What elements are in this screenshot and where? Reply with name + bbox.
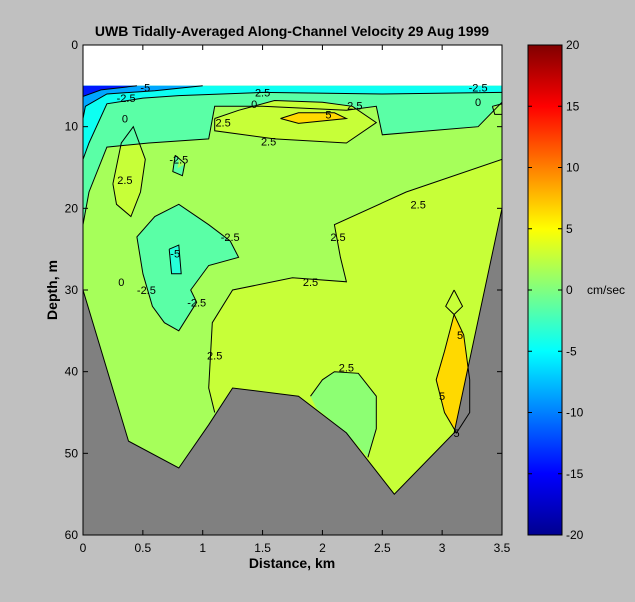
colorbar-tick-label: 20: [566, 38, 580, 52]
contour-line: [83, 85, 203, 119]
contour-region: [83, 85, 502, 225]
contour-label: 2.5: [117, 175, 132, 187]
contour-label: -5: [140, 83, 150, 95]
colorbar-tick-label: -5: [566, 344, 577, 358]
colorbar: 20 15 10 5 0 -5 -10 -15 -20: [527, 38, 584, 542]
contour-line: [310, 371, 377, 458]
contour-label: -2.5: [137, 285, 156, 297]
contour-region: [208, 159, 502, 495]
y-axis-label: Depth, m: [44, 260, 60, 320]
x-axis: 0 0.5 1 1.5 2 2.5 3 3.5: [80, 45, 511, 555]
contour-line: [112, 125, 146, 218]
y-tick-label: 30: [65, 283, 79, 297]
contour-line: [280, 112, 349, 124]
contour-line: [83, 85, 137, 97]
contour-region: [136, 204, 239, 331]
y-tick-label: 50: [65, 446, 79, 460]
contour-label: 5: [325, 109, 331, 121]
x-tick-label: 2: [319, 541, 326, 555]
contour-region: [445, 290, 463, 315]
colorbar-ticks: 20 15 10 5 0 -5 -10 -15 -20: [528, 38, 584, 542]
contour-region: [310, 371, 377, 458]
plot-area: -5-2.500-2.52.502.552.52.52.5-2.52.52.5-…: [82, 44, 503, 536]
contour-label: 0: [251, 99, 257, 111]
chart-title: UWB Tidally-Averaged Along-Channel Veloc…: [95, 23, 489, 39]
y-tick-label: 40: [65, 365, 79, 379]
contour-region: [492, 103, 502, 115]
contour-line: [445, 289, 464, 316]
contour-label: 0: [475, 97, 481, 109]
x-tick-label: 0: [80, 541, 87, 555]
x-tick-label: 3.5: [494, 541, 511, 555]
contour-line: [136, 203, 240, 332]
contour-region: [280, 112, 347, 124]
contour-line: [172, 154, 186, 177]
contour-line: [83, 91, 502, 160]
contour-label: -2.5: [187, 297, 206, 309]
contour-line: [83, 101, 502, 225]
contour-label: -2.5: [221, 232, 240, 244]
colorbar-tick-label: -15: [566, 467, 584, 481]
colorbar-tick-label: -10: [566, 406, 584, 420]
colorbar-gradient: [527, 44, 563, 536]
y-tick-label: 10: [65, 120, 79, 134]
colorbar-tick-label: 15: [566, 99, 580, 113]
contour-label: 2.5: [411, 199, 426, 211]
y-tick-label: 20: [65, 201, 79, 215]
contour-line: [168, 244, 182, 275]
colorbar-tick-label: 0: [566, 283, 573, 297]
contour-line: [208, 158, 502, 413]
contour-label: -2.5: [169, 154, 188, 166]
colorbar-tick-label: -20: [566, 528, 584, 542]
colorbar-label: cm/sec: [587, 283, 625, 297]
x-tick-label: 1.5: [254, 541, 271, 555]
contour-label: -2.5: [117, 93, 136, 105]
colorbar-tick-label: 10: [566, 161, 580, 175]
contour-label: 2.5: [255, 87, 270, 99]
contour-label: 2.5: [215, 118, 230, 130]
colorbar-tick-label: 5: [566, 222, 573, 236]
contour-label: 2.5: [207, 350, 222, 362]
contour-region: [83, 85, 137, 97]
contour-label: 2.5: [303, 277, 318, 289]
contour-line: [491, 103, 502, 115]
contour-label: -2.5: [469, 83, 488, 95]
contour-label: 2.5: [339, 363, 354, 375]
contour-labels: -5-2.500-2.52.502.552.52.52.5-2.52.52.5-…: [117, 83, 488, 440]
contour-label: 2.5: [347, 100, 362, 112]
y-tick-label: 0: [71, 38, 78, 52]
y-tick-label: 60: [65, 528, 79, 542]
contour-region: [112, 126, 146, 217]
contour-label: 2.5: [261, 136, 276, 148]
contour-label: 5: [439, 391, 445, 403]
x-tick-label: 1: [199, 541, 206, 555]
contour-label: 2.5: [330, 232, 345, 244]
contour-region: [177, 159, 185, 169]
contour-line: [214, 99, 378, 144]
contour-lines: [83, 85, 502, 458]
contour-fill-regions: [83, 85, 502, 495]
x-axis-label: Distance, km: [249, 555, 335, 571]
contour-label: 0: [118, 277, 124, 289]
contour-label: 5: [457, 330, 463, 342]
x-tick-label: 2.5: [374, 541, 391, 555]
contour-label: 5: [453, 428, 459, 440]
contour-label: 0: [122, 114, 128, 126]
contour-line: [435, 314, 471, 434]
contour-region: [169, 245, 182, 274]
x-tick-label: 0.5: [135, 541, 152, 555]
contour-label: -5: [170, 248, 180, 260]
x-tick-label: 3: [439, 541, 446, 555]
